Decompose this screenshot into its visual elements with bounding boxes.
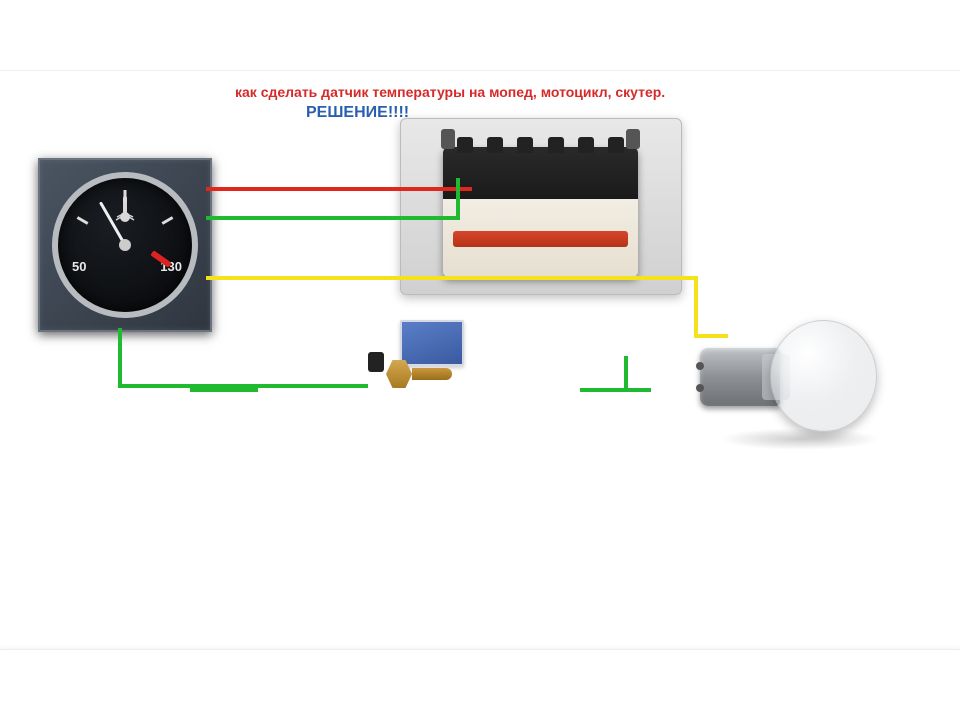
battery-cap — [578, 137, 594, 153]
wire-segment — [206, 276, 698, 280]
ground-symbol — [596, 356, 656, 408]
top-letterbox — [0, 0, 960, 71]
ground-symbol — [206, 388, 266, 408]
gauge-tick — [124, 190, 127, 202]
wire-segment — [206, 187, 472, 191]
battery-panel — [400, 118, 682, 295]
battery-cap — [487, 137, 503, 153]
battery-cap — [517, 137, 533, 153]
sensor-hex-nut — [386, 360, 412, 388]
battery-label-strip — [453, 231, 628, 247]
temperature-sensor — [362, 356, 452, 392]
gauge-hub — [119, 239, 131, 251]
bottom-letterbox — [0, 649, 960, 720]
battery-cap — [548, 137, 564, 153]
gauge-label-low: 50 — [72, 259, 86, 274]
wire-segment — [694, 276, 698, 338]
gauge-tick — [161, 216, 173, 225]
light-bulb — [700, 310, 880, 440]
sensor-connector — [368, 352, 384, 372]
bulb-shadow — [720, 428, 880, 450]
bulb-pin — [696, 362, 704, 370]
battery-caps — [457, 137, 624, 153]
title-line-1: как сделать датчик температуры на мопед,… — [235, 84, 665, 100]
wire-segment — [694, 334, 728, 338]
battery-terminal-pos — [626, 129, 640, 149]
battery-body — [443, 147, 638, 277]
title-line-2: РЕШЕНИЕ!!!! — [306, 104, 409, 122]
battery-cap — [457, 137, 473, 153]
sensor-probe — [412, 368, 452, 380]
wire-segment — [456, 178, 460, 220]
battery-cap — [608, 137, 624, 153]
gauge-dial: 50 130 — [52, 172, 198, 318]
temperature-gauge: 50 130 — [38, 158, 212, 332]
gauge-tick — [77, 216, 89, 225]
wire-segment — [118, 328, 122, 388]
bulb-glass — [770, 320, 877, 432]
diagram-canvas: как сделать датчик температуры на мопед,… — [0, 0, 960, 720]
bulb-pin — [696, 384, 704, 392]
wire-segment — [206, 216, 456, 220]
battery-terminal-neg — [441, 129, 455, 149]
